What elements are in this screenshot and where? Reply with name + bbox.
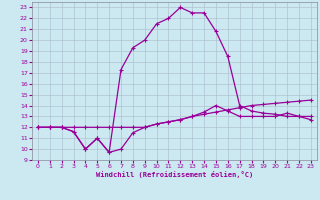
X-axis label: Windchill (Refroidissement éolien,°C): Windchill (Refroidissement éolien,°C) [96,171,253,178]
